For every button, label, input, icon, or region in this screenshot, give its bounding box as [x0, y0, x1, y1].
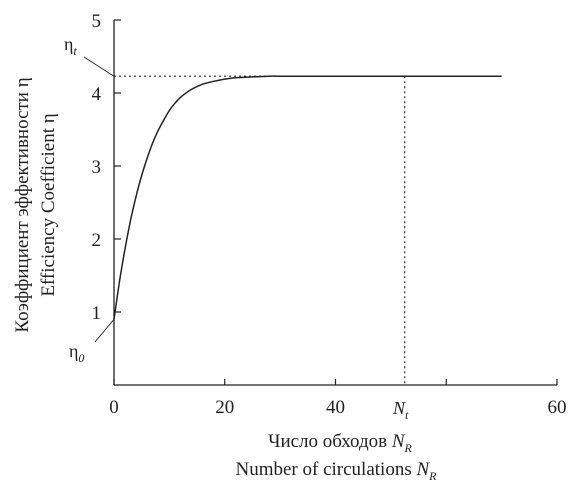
- y-tick-label: 3: [92, 157, 102, 178]
- n-t-label: Nt: [392, 398, 409, 422]
- y-tick-label: 1: [92, 303, 102, 324]
- eta-t-leader-line: [83, 56, 115, 77]
- eta-0-label: η0: [69, 341, 84, 365]
- y-tick-label: 2: [92, 230, 102, 251]
- x-axis-title-en: Number of circulations NR: [235, 459, 437, 483]
- y-tick-label: 5: [92, 11, 102, 32]
- x-tick-label: 20: [215, 397, 234, 418]
- x-axis-title-ru: Число обходов NR: [268, 431, 412, 455]
- x-tick-label: 0: [109, 397, 119, 418]
- y-axis-title-ru: Коэффициент эффективности η: [12, 77, 33, 332]
- efficiency-curve: [113, 75, 502, 320]
- eta-0-leader-line: [94, 319, 115, 343]
- x-tick-label: 40: [326, 397, 345, 418]
- y-ticks: 1 2 3 4 5: [92, 11, 121, 324]
- x-ticks: 0 20 40 60: [109, 379, 567, 418]
- x-tick-label: 60: [548, 397, 567, 418]
- eta-t-label: ηt: [64, 34, 77, 58]
- y-axis-title-en: Efficiency Coefficient η: [38, 113, 59, 296]
- y-tick-label: 4: [92, 84, 102, 105]
